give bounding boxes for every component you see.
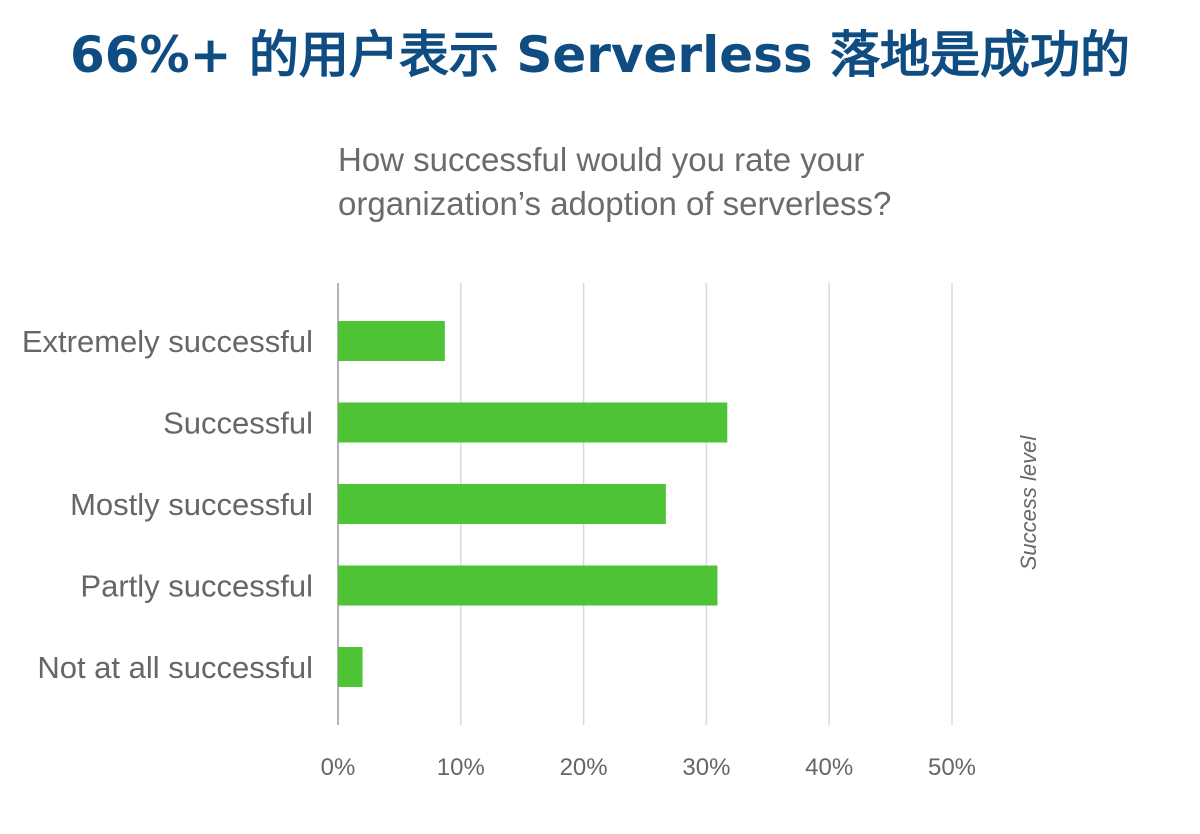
category-label: Mostly successful xyxy=(70,487,313,522)
x-tick-labels: 0% 10% 20% 30% 40% 50% xyxy=(321,754,976,781)
bar xyxy=(338,647,363,687)
bar xyxy=(338,402,728,443)
bar xyxy=(338,484,666,524)
bars xyxy=(338,321,728,687)
x-tick-label: 30% xyxy=(682,754,730,781)
category-axis-label: Success level xyxy=(1016,435,1041,571)
x-tick-label: 20% xyxy=(560,754,608,781)
x-tick-label: 0% xyxy=(321,754,356,781)
bar xyxy=(338,565,718,606)
x-tick-label: 40% xyxy=(805,754,853,781)
chart-title-line-2: organization’s adoption of serverless? xyxy=(338,185,892,222)
bar xyxy=(338,321,445,361)
category-label: Extremely successful xyxy=(22,324,313,359)
category-label: Not at all successful xyxy=(37,650,313,685)
chart-title-line-1: How successful would you rate your xyxy=(338,141,865,178)
category-label: Successful xyxy=(163,406,313,441)
chart-title: How successful would you rate your organ… xyxy=(338,138,1038,226)
x-tick-label: 50% xyxy=(928,754,976,781)
category-label: Partly successful xyxy=(80,569,313,604)
page-headline: 66%+ 的用户表示 Serverless 落地是成功的 xyxy=(69,26,1131,84)
x-tick-label: 10% xyxy=(437,754,485,781)
category-labels: Extremely successful Successful Mostly suc… xyxy=(22,324,313,685)
